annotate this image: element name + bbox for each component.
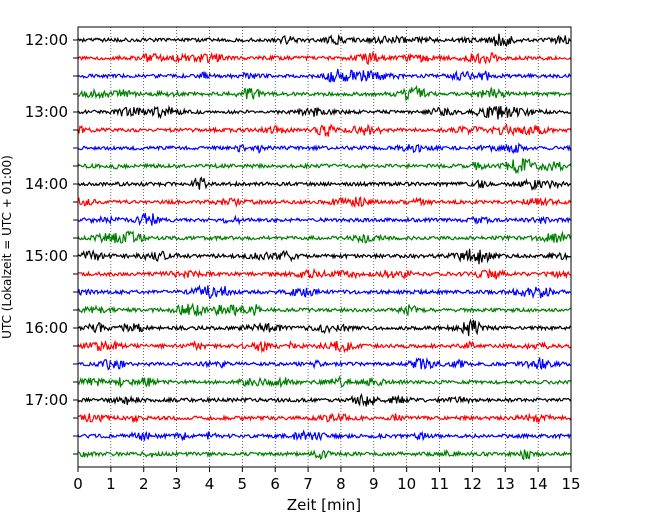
y-tick-label: 15:00 <box>25 247 68 265</box>
x-axis: 0 1 2 3 4 5 6 7 8 9 10 11 12 13 14 15 <box>73 467 581 493</box>
x-axis-label: Zeit [min] <box>287 496 361 514</box>
trace-line <box>77 123 572 137</box>
trace-line <box>77 84 572 102</box>
trace-line <box>77 230 572 244</box>
x-tick-label: 12 <box>463 475 482 493</box>
trace-line <box>77 356 571 371</box>
x-tick-label: 1 <box>106 475 116 493</box>
trace-line <box>77 393 572 407</box>
trace-line <box>77 196 572 208</box>
trace-line <box>77 212 572 227</box>
trace-line <box>77 248 572 265</box>
trace-line <box>77 104 572 120</box>
trace-line <box>77 339 572 354</box>
x-tick-label: 7 <box>303 475 313 493</box>
trace-line <box>77 50 572 66</box>
x-tick-label: 8 <box>336 475 346 493</box>
plot-frame <box>77 26 572 468</box>
traces <box>77 33 572 461</box>
trace-line <box>77 284 572 300</box>
x-tick-label: 0 <box>73 475 83 493</box>
x-tick-label: 10 <box>397 475 416 493</box>
y-tick-label: 16:00 <box>25 319 68 337</box>
y-axis: 12:00 13:00 14:00 15:00 16:00 17:00 <box>25 31 78 455</box>
trace-line <box>77 375 572 389</box>
x-tick-label: 9 <box>369 475 379 493</box>
x-tick-label: 14 <box>529 475 548 493</box>
trace-line <box>77 176 572 191</box>
y-axis-label: UTC (Lokalzeit = UTC + 01:00) <box>0 155 14 339</box>
trace-line <box>77 158 572 175</box>
y-tick-label: 13:00 <box>25 103 68 121</box>
x-tick-label: 5 <box>238 475 248 493</box>
trace-line <box>77 318 572 337</box>
trace-line <box>77 267 572 280</box>
x-tick-label: 15 <box>561 475 580 493</box>
trace-line <box>77 429 572 442</box>
trace-line <box>77 142 572 154</box>
x-tick-label: 11 <box>430 475 449 493</box>
y-tick-label: 14:00 <box>25 175 68 193</box>
y-tick-label: 17:00 <box>25 391 68 409</box>
x-tick-label: 13 <box>496 475 515 493</box>
trace-line <box>77 448 572 461</box>
trace-line <box>77 302 572 317</box>
x-tick-label: 3 <box>172 475 182 493</box>
grid-lines <box>110 27 539 467</box>
trace-line <box>77 412 572 425</box>
x-tick-label: 2 <box>139 475 149 493</box>
trace-line <box>77 68 572 83</box>
trace-line <box>77 33 572 48</box>
x-tick-label: 6 <box>270 475 280 493</box>
x-tick-label: 4 <box>205 475 215 493</box>
y-tick-label: 12:00 <box>25 31 68 49</box>
